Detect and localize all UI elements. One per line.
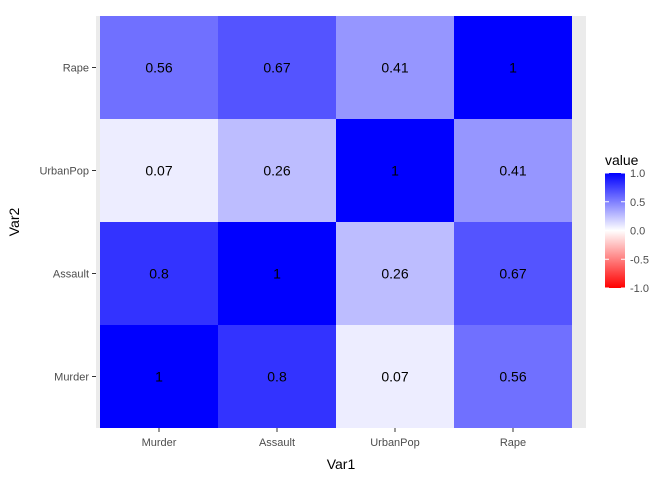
x-tick-label: Rape [500, 437, 526, 449]
cell-value-label: 0.26 [381, 266, 408, 282]
legend-tick-label: 0.0 [630, 226, 645, 238]
heatmap-cell-assault-urbanpop [218, 119, 336, 222]
cell-value-label: 0.56 [145, 60, 172, 76]
cell-value-label: 0.07 [145, 163, 172, 179]
heatmap-cell-murder-urbanpop [100, 119, 218, 222]
heatmap-cell-urbanpop-urbanpop [336, 119, 454, 222]
heatmap-cell-urbanpop-murder [336, 325, 454, 428]
heatmap-cell-assault-rape [218, 16, 336, 119]
cell-value-label: 0.67 [263, 60, 290, 76]
cell-value-label: 0.8 [149, 266, 169, 282]
cell-value-label: 1 [391, 163, 399, 179]
x-axis-title: Var1 [327, 456, 356, 472]
cell-value-label: 0.56 [499, 369, 526, 385]
heatmap-cell-rape-assault [454, 222, 572, 325]
x-tick-label: Assault [259, 437, 295, 449]
cell-value-label: 0.41 [381, 60, 408, 76]
cell-value-label: 0.67 [499, 266, 526, 282]
heatmap-cell-urbanpop-assault [336, 222, 454, 325]
legend-tick-label: 1.0 [630, 168, 645, 180]
cell-value-label: 0.26 [263, 163, 290, 179]
legend-tick-label: 0.5 [630, 197, 645, 209]
heatmap-cell-rape-urbanpop [454, 119, 572, 222]
heatmap-cell-assault-assault [218, 222, 336, 325]
x-tick-label: UrbanPop [370, 437, 420, 449]
y-tick-label: UrbanPop [39, 166, 89, 178]
cell-value-label: 1 [273, 266, 281, 282]
heatmap-cell-rape-rape [454, 16, 572, 119]
legend-title: value [605, 152, 639, 168]
heatmap-cell-murder-assault [100, 222, 218, 325]
y-tick-label: Assault [53, 269, 89, 281]
cell-value-label: 0.8 [267, 369, 287, 385]
x-tick-label: Murder [142, 437, 177, 449]
heatmap-cell-assault-murder [218, 325, 336, 428]
heatmap-cell-urbanpop-rape [336, 16, 454, 119]
legend-colorbar [605, 173, 625, 288]
y-axis-title: Var2 [6, 208, 22, 237]
legend-tick-label: -0.5 [630, 254, 649, 266]
legend-tick-label: -1.0 [630, 283, 649, 295]
heatmap-cell-rape-murder [454, 325, 572, 428]
heatmap-cell-murder-rape [100, 16, 218, 119]
y-tick-label: Murder [54, 372, 89, 384]
heatmap-cell-murder-murder [100, 325, 218, 428]
cell-value-label: 1 [509, 60, 517, 76]
cell-value-label: 0.07 [381, 369, 408, 385]
y-tick-label: Rape [63, 63, 89, 75]
cell-value-label: 0.41 [499, 163, 526, 179]
cell-value-label: 1 [155, 369, 163, 385]
